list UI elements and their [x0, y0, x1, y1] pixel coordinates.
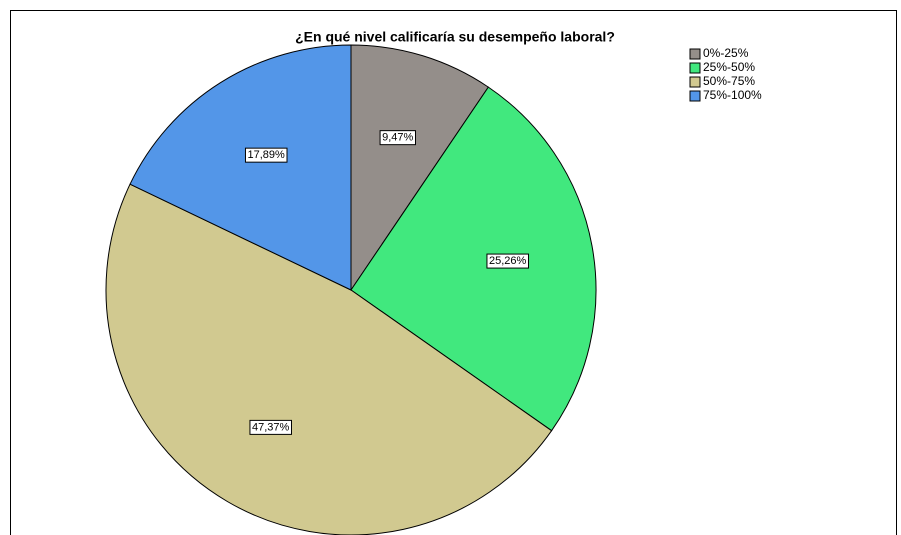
pie-slice	[350, 44, 490, 292]
legend-swatch	[689, 62, 701, 74]
pie-slice	[129, 44, 352, 291]
frame	[10, 10, 897, 535]
legend-swatch	[689, 90, 701, 102]
legend-swatch	[689, 76, 701, 88]
data-label-box	[379, 130, 416, 146]
pie-slice	[105, 183, 553, 535]
legend-label: 0%-25%	[703, 46, 749, 60]
data-label: 9,47%	[382, 132, 413, 144]
pie-slice	[350, 86, 597, 432]
data-label-box	[244, 147, 288, 163]
data-label-box	[249, 419, 292, 435]
data-label: 17,89%	[247, 149, 285, 161]
data-label: 25,26%	[489, 255, 527, 267]
legend-label: 50%-75%	[703, 74, 755, 88]
chart-title: ¿En qué nivel calificaría su desempeño l…	[295, 29, 615, 45]
data-label-box	[486, 253, 529, 269]
legend-swatch	[689, 48, 701, 60]
data-label: 47,37%	[252, 421, 290, 433]
legend-label: 25%-50%	[703, 60, 755, 74]
legend-label: 75%-100%	[703, 88, 762, 102]
